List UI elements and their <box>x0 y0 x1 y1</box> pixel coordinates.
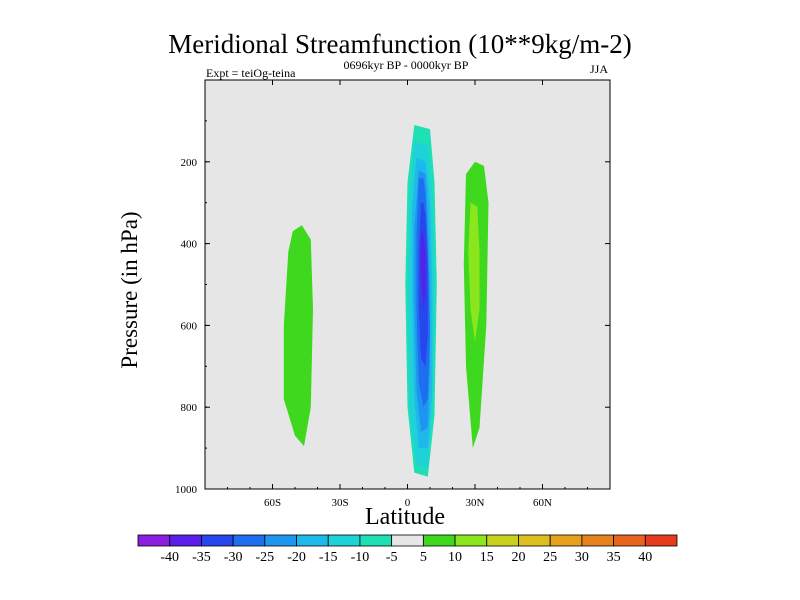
colorbar-swatch <box>518 534 551 547</box>
colorbar-label: 5 <box>420 550 427 565</box>
y-tick-label: 800 <box>181 402 198 414</box>
contour-positive-3-level-5 <box>283 225 313 447</box>
colorbar-swatch <box>422 534 456 547</box>
x-tick-label: 30N <box>466 497 485 509</box>
contour-negative-0-level--40 <box>421 231 426 309</box>
contour-negative-1-level--5 <box>245 80 262 215</box>
colorbar-swatch <box>549 534 583 547</box>
y-tick-label: 600 <box>181 320 198 332</box>
contour-neg-branch-2 <box>414 80 421 113</box>
colorbar-swatch <box>327 534 361 547</box>
colorbar-label: 25 <box>543 550 557 565</box>
colorbar-swatch <box>201 534 234 547</box>
colorbar-swatch <box>137 534 171 547</box>
colorbar: -40 -35 -30 -25 -20 -15 -10 -5 5 10 15 20 25 30 35 40 <box>137 534 678 565</box>
x-tick-label: 0 <box>405 497 411 509</box>
colorbar-swatch <box>359 534 393 547</box>
colorbar-swatch <box>454 534 488 547</box>
colorbar-swatch <box>264 534 297 547</box>
colorbar-swatch <box>296 534 329 547</box>
experiment-label: Expt = teiOg-teina <box>206 66 296 80</box>
colorbar-label: 15 <box>480 550 494 565</box>
x-tick-label: 30S <box>331 497 348 509</box>
chart-subtitle: 0696kyr BP - 0000kyr BP <box>343 58 469 72</box>
contour-layer <box>245 80 489 487</box>
colorbar-label: -35 <box>192 550 211 565</box>
colorbar-label: 20 <box>511 550 525 565</box>
x-tick-label: 60N <box>533 497 552 509</box>
colorbar-swatch <box>581 534 614 547</box>
chart-title: Meridional Streamfunction (10**9kg/m-2) <box>168 29 632 59</box>
colorbar-label: -10 <box>351 550 370 565</box>
contour-positive-4-level-10 <box>468 202 480 342</box>
y-tick-label: 200 <box>181 157 198 169</box>
colorbar-swatch <box>232 534 266 547</box>
colorbar-label: 35 <box>607 550 621 565</box>
colorbar-label: -40 <box>160 550 179 565</box>
axes-group: 60S 30S 0 30N 60N 200 400 600 800 1000 <box>175 80 611 509</box>
x-axis-label: Latitude <box>365 504 445 530</box>
colorbar-swatch <box>391 534 424 547</box>
colorbar-swatch <box>169 534 202 547</box>
colorbar-label: -30 <box>224 550 243 565</box>
contour-negative-2-level--5 <box>328 272 358 473</box>
colorbar-label: -20 <box>287 550 306 565</box>
x-tick-label: 60S <box>264 497 281 509</box>
colorbar-label: 40 <box>638 550 652 565</box>
colorbar-swatch <box>644 534 678 547</box>
colorbar-swatch <box>613 534 646 547</box>
y-tick-label: 1000 <box>175 484 198 496</box>
colorbar-label: -25 <box>255 550 274 565</box>
season-label: JJA <box>590 62 609 76</box>
colorbar-swatch <box>486 534 519 547</box>
colorbar-label: -15 <box>319 550 338 565</box>
colorbar-label: 10 <box>448 550 462 565</box>
y-tick-label: 400 <box>181 239 198 251</box>
contour-neg-branch-1 <box>443 80 464 481</box>
contour-neg-branch-0 <box>331 125 397 367</box>
colorbar-label: 30 <box>575 550 589 565</box>
colorbar-label: -5 <box>386 550 398 565</box>
